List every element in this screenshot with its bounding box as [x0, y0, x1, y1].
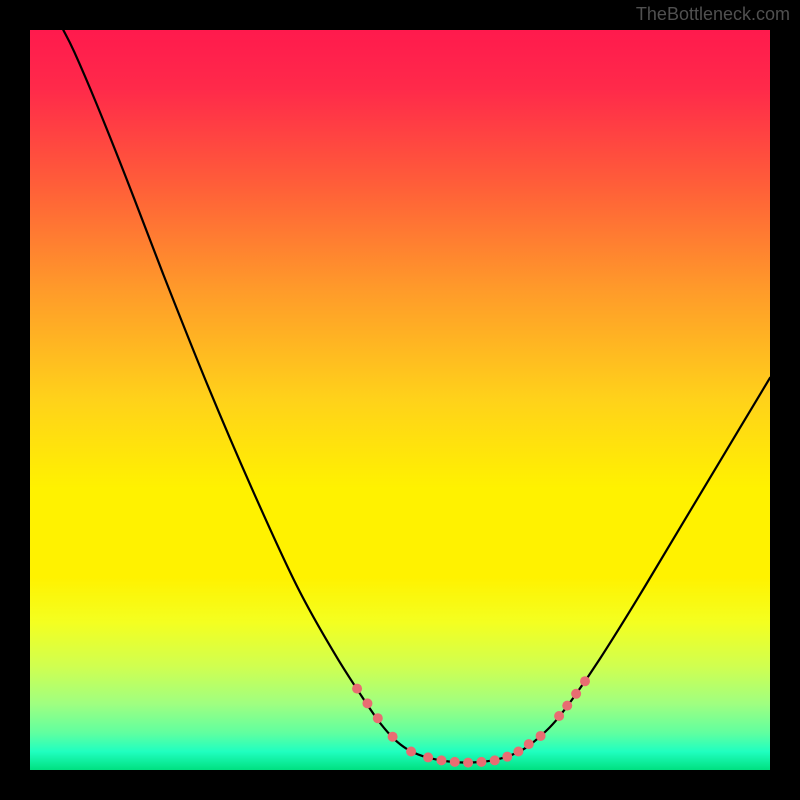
data-marker [580, 676, 590, 686]
data-marker [476, 757, 486, 767]
data-marker [524, 739, 534, 749]
data-marker [463, 758, 473, 768]
data-marker [352, 684, 362, 694]
watermark-text: TheBottleneck.com [636, 4, 790, 25]
data-marker [536, 731, 546, 741]
data-marker [450, 757, 460, 767]
data-marker [554, 711, 564, 721]
chart-container: TheBottleneck.com [0, 0, 800, 800]
plot-area [30, 30, 770, 770]
data-marker [571, 689, 581, 699]
bottleneck-curve [63, 30, 770, 763]
data-marker [562, 701, 572, 711]
data-marker [406, 747, 416, 757]
data-marker [373, 713, 383, 723]
data-marker [490, 755, 500, 765]
curve-layer [30, 30, 770, 770]
data-marker [436, 755, 446, 765]
data-marker [513, 747, 523, 757]
data-marker [388, 732, 398, 742]
data-marker [423, 752, 433, 762]
data-marker [362, 698, 372, 708]
data-marker [502, 752, 512, 762]
